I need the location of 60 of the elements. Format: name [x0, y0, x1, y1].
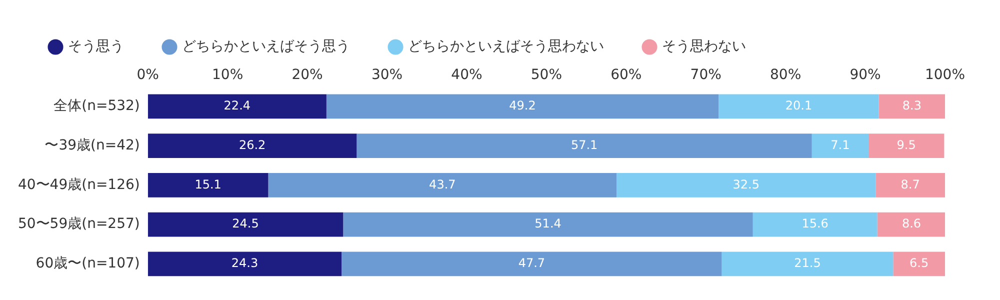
bar: [868, 134, 944, 158]
y-tick-label: 〜39歳(n=42): [44, 137, 140, 154]
data-label: 51.4: [534, 216, 562, 231]
y-tick-label: 全体(n=532): [54, 98, 140, 114]
x-tick-label: 0%: [136, 67, 159, 84]
bar: [343, 212, 753, 237]
x-tick-label: 50%: [530, 67, 562, 84]
bar: [893, 252, 945, 276]
bar: [752, 212, 878, 237]
bar: [148, 94, 326, 119]
data-label: 47.7: [518, 256, 546, 270]
bar: [148, 212, 344, 237]
data-label: 8.6: [902, 216, 922, 231]
data-label: 24.3: [231, 256, 258, 270]
x-tick-label: 10%: [212, 67, 244, 84]
y-tick-label: 50〜59歳(n=257): [18, 216, 140, 232]
legend-label: そう思わない: [662, 38, 746, 55]
x-tick-label: 40%: [451, 67, 482, 84]
x-tick-label: 90%: [850, 67, 881, 84]
x-tick-label: 100%: [924, 67, 966, 84]
bar: [722, 252, 894, 276]
data-label: 7.1: [830, 138, 850, 152]
data-label: 43.7: [429, 177, 456, 192]
data-label: 57.1: [570, 138, 598, 152]
x-tick-label: 60%: [610, 67, 642, 84]
y-tick-label: 60歳〜(n=107): [36, 256, 140, 272]
data-label: 15.6: [802, 216, 828, 231]
bar: [878, 94, 945, 119]
x-tick-label: 30%: [371, 67, 403, 84]
bar: [148, 134, 357, 158]
data-label: 20.1: [785, 98, 812, 113]
legend-label: そう思う: [68, 38, 124, 55]
data-label: 6.5: [910, 256, 929, 270]
data-label: 8.3: [902, 98, 922, 113]
bar: [268, 173, 617, 198]
data-label: 22.4: [224, 98, 251, 113]
data-label: 26.2: [238, 138, 266, 152]
bar: [342, 252, 722, 276]
y-tick-label: 40〜49歳(n=126): [18, 176, 140, 193]
data-label: 24.5: [232, 216, 259, 231]
bar: [148, 173, 268, 198]
bar: [718, 94, 879, 119]
legend-label: どちらかといえばそう思う: [182, 38, 350, 55]
bar: [616, 173, 876, 198]
bar: [877, 212, 945, 237]
bar: [148, 252, 342, 276]
x-tick-label: 80%: [770, 67, 802, 84]
data-label: 9.5: [896, 138, 916, 152]
x-tick-label: 70%: [690, 67, 722, 84]
legend-label: どちらかといえばそう思わない: [408, 38, 604, 55]
data-label: 32.5: [732, 177, 760, 192]
data-label: 49.2: [509, 98, 536, 113]
data-label: 8.7: [900, 177, 920, 192]
bar: [876, 173, 945, 198]
bar: [326, 94, 719, 119]
bar: [812, 134, 868, 158]
data-label: 15.1: [194, 177, 222, 192]
x-tick-label: 20%: [292, 67, 323, 84]
data-label: 21.5: [794, 256, 821, 270]
bar: [356, 134, 812, 158]
